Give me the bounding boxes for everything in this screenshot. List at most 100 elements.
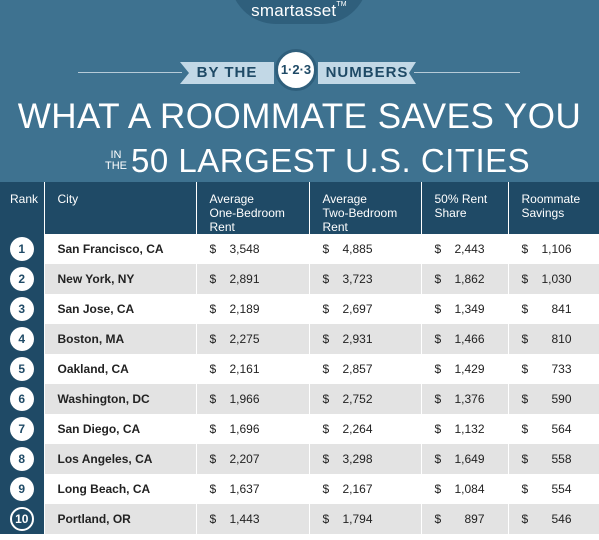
one-bedroom-rent-value: 2,891 [229, 272, 260, 286]
header-rank: Rank [0, 182, 44, 234]
rent-share-cell: $1,376 [420, 384, 508, 414]
currency-symbol: $ [521, 272, 529, 286]
trademark-mark: TM [336, 1, 347, 8]
currency-symbol: $ [434, 392, 442, 406]
rent-share-value: 1,466 [454, 332, 485, 346]
header-roommate-savings: Roommate Savings [507, 182, 599, 234]
currency-symbol: $ [209, 272, 217, 286]
currency-symbol: $ [434, 242, 442, 256]
table-row: 5 Oakland, CA $2,161 $2,857 $1,429 $733 [0, 354, 599, 384]
one-bedroom-rent-value: 1,966 [229, 392, 260, 406]
two-bedroom-rent-cell: $2,752 [308, 384, 421, 414]
rank-badge: 7 [9, 417, 34, 441]
divider-right [414, 72, 520, 73]
two-bedroom-rent-cell: $2,931 [308, 324, 421, 354]
one-bedroom-rent-cell: $1,966 [195, 384, 309, 414]
subtitle-small-text: IN THE [105, 149, 127, 172]
roommate-savings-cell: $590 [507, 384, 599, 414]
city-cell: Boston, MA [43, 324, 196, 354]
currency-symbol: $ [322, 242, 330, 256]
header-two-bedroom: Average Two-Bedroom Rent [308, 182, 421, 234]
one-bedroom-rent-cell: $2,891 [195, 264, 309, 294]
rank-cell: 9 [0, 474, 44, 504]
currency-symbol: $ [521, 242, 529, 256]
currency-symbol: $ [322, 452, 330, 466]
city-cell: Portland, OR [43, 504, 196, 534]
rent-share-cell: $1,649 [420, 444, 508, 474]
roommate-savings-value: 590 [551, 392, 572, 406]
ribbon-numbers: NUMBERS [318, 62, 416, 84]
currency-symbol: $ [322, 302, 330, 316]
page-title: WHAT A ROOMMATE SAVES YOU [17, 97, 582, 136]
currency-symbol: $ [209, 422, 217, 436]
two-bedroom-rent-cell: $2,167 [308, 474, 421, 504]
rank-cell: 6 [0, 384, 44, 414]
currency-symbol: $ [322, 332, 330, 346]
roommate-savings-cell: $810 [507, 324, 599, 354]
currency-symbol: $ [322, 482, 330, 496]
header-city: City [43, 182, 196, 234]
city-cell: Oakland, CA [43, 354, 196, 384]
hero-banner: smartassetTM BY THE NUMBERS 1·2·3 WHAT A… [0, 0, 599, 182]
currency-symbol: $ [209, 302, 217, 316]
divider-left [78, 72, 182, 73]
table-row: 8 Los Angeles, CA $2,207 $3,298 $1,649 $558 [0, 444, 599, 474]
currency-symbol: $ [434, 362, 442, 376]
rent-share-value: 1,429 [454, 362, 485, 376]
rent-share-cell: $1,862 [420, 264, 508, 294]
rent-share-cell: $1,466 [420, 324, 508, 354]
one-bedroom-rent-value: 3,548 [229, 242, 260, 256]
currency-symbol: $ [209, 482, 217, 496]
one-bedroom-rent-cell: $1,443 [195, 504, 309, 534]
roommate-savings-cell: $564 [507, 414, 599, 444]
two-bedroom-rent-value: 2,264 [342, 422, 373, 436]
currency-symbol: $ [434, 302, 442, 316]
roommate-savings-cell: $841 [507, 294, 599, 324]
roommate-savings-cell: $1,106 [507, 234, 599, 264]
currency-symbol: $ [434, 512, 442, 526]
currency-symbol: $ [322, 422, 330, 436]
rent-share-value: 1,649 [454, 452, 485, 466]
rent-share-cell: $897 [420, 504, 508, 534]
rank-badge: 6 [9, 387, 34, 411]
subtitle-main-text: 50 LARGEST U.S. CITIES [131, 142, 531, 179]
rank-badge: 3 [9, 297, 34, 321]
roommate-savings-cell: $554 [507, 474, 599, 504]
table-header-row: Rank City Average One-Bedroom Rent Average… [0, 182, 599, 234]
rent-share-value: 2,443 [454, 242, 485, 256]
two-bedroom-rent-value: 2,167 [342, 482, 373, 496]
rank-cell: 8 [0, 444, 44, 474]
rent-share-cell: $1,084 [420, 474, 508, 504]
rank-cell: 7 [0, 414, 44, 444]
currency-symbol: $ [322, 362, 330, 376]
two-bedroom-rent-cell: $3,298 [308, 444, 421, 474]
one-bedroom-rent-value: 1,443 [229, 512, 260, 526]
roommate-savings-cell: $546 [507, 504, 599, 534]
ribbon-by-the: BY THE [180, 62, 274, 84]
two-bedroom-rent-cell: $3,723 [308, 264, 421, 294]
two-bedroom-rent-value: 2,752 [342, 392, 373, 406]
rent-share-cell: $1,132 [420, 414, 508, 444]
one-bedroom-rent-cell: $2,207 [195, 444, 309, 474]
two-bedroom-rent-cell: $2,264 [308, 414, 421, 444]
one-bedroom-rent-cell: $1,696 [195, 414, 309, 444]
one-bedroom-rent-cell: $1,637 [195, 474, 309, 504]
rent-share-cell: $1,349 [420, 294, 508, 324]
one-bedroom-rent-cell: $2,189 [195, 294, 309, 324]
rank-badge: 2 [9, 267, 34, 291]
one-bedroom-rent-cell: $2,275 [195, 324, 309, 354]
roommate-savings-value: 558 [551, 452, 572, 466]
two-bedroom-rent-cell: $1,794 [308, 504, 421, 534]
one-bedroom-rent-value: 1,696 [229, 422, 260, 436]
rent-share-cell: $2,443 [420, 234, 508, 264]
roommate-savings-value: 733 [551, 362, 572, 376]
roommate-savings-value: 841 [551, 302, 572, 316]
rent-share-cell: $1,429 [420, 354, 508, 384]
currency-symbol: $ [521, 302, 529, 316]
city-cell: San Jose, CA [43, 294, 196, 324]
currency-symbol: $ [209, 512, 217, 526]
smartasset-logo: smartassetTM [251, 1, 347, 20]
roommate-savings-value: 1,030 [541, 272, 572, 286]
rent-share-value: 897 [464, 512, 485, 526]
table-row: 9 Long Beach, CA $1,637 $2,167 $1,084 $554 [0, 474, 599, 504]
